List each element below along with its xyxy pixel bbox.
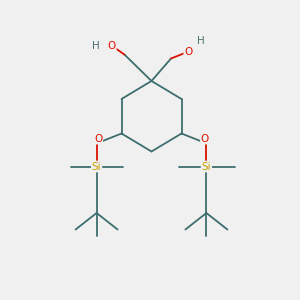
Text: O: O: [201, 134, 209, 144]
Text: O: O: [94, 134, 102, 144]
Text: H: H: [196, 36, 204, 46]
Text: O: O: [184, 46, 193, 57]
Text: Si: Si: [202, 161, 211, 172]
Text: O: O: [107, 40, 116, 51]
Text: H: H: [92, 40, 99, 51]
Text: Si: Si: [92, 161, 101, 172]
